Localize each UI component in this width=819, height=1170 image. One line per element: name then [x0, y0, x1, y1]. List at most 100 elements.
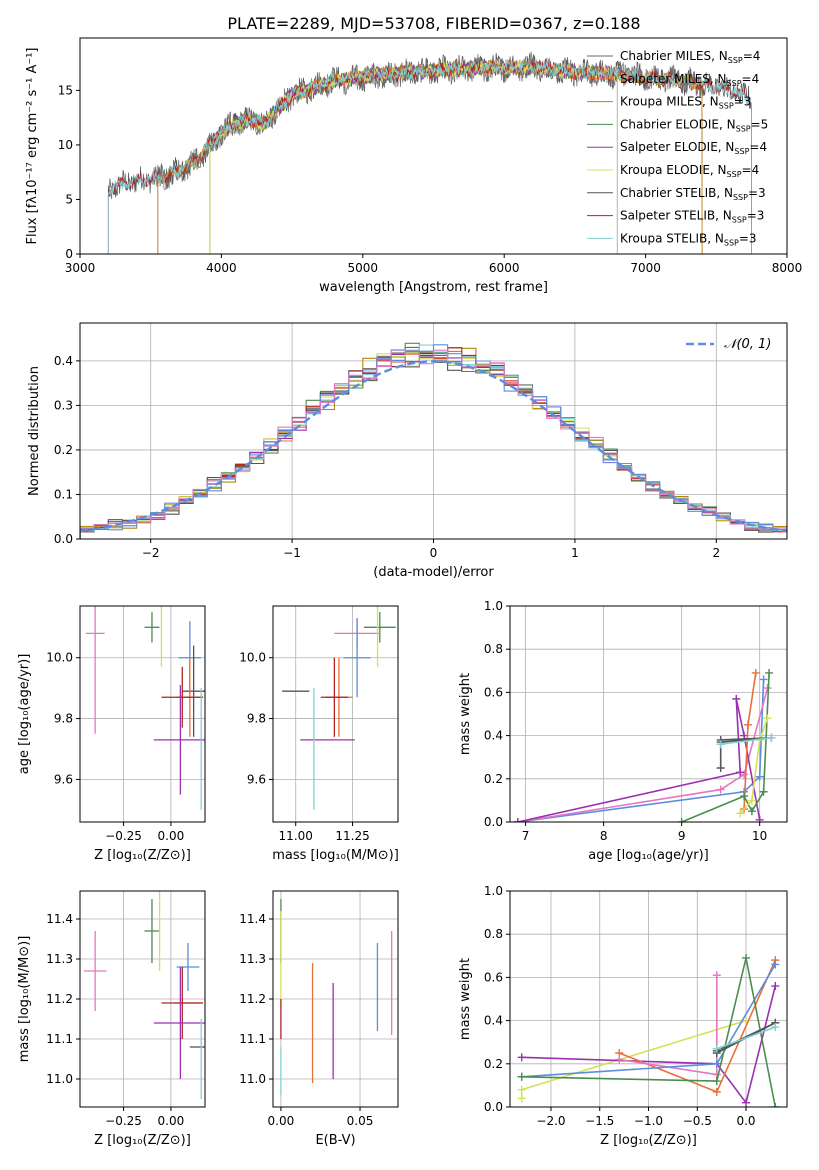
plus-marker — [712, 1044, 721, 1053]
plus-marker — [747, 807, 756, 816]
panel-age_vs_Z: −0.25 0.00 9.6 9.8 10.0 Z [log₁₀(Z/Z⊙)] age [l… — [17, 605, 206, 863]
plot-area — [517, 953, 780, 1107]
plus-marker — [732, 694, 741, 703]
y-tick-label: 10 — [58, 138, 73, 152]
plus-marker — [517, 1085, 526, 1094]
plus-marker — [763, 714, 772, 723]
normal-curve — [80, 360, 787, 533]
x-tick-label: 0.00 — [158, 829, 185, 843]
x-tick-label: −0.5 — [683, 1114, 712, 1128]
plus-marker — [759, 675, 768, 684]
x-axis-label: wavelength [Angstrom, rest frame] — [319, 280, 548, 295]
y-tick-label: 0.0 — [54, 532, 73, 546]
x-tick-label: 4000 — [206, 261, 237, 275]
plus-marker — [517, 1053, 526, 1062]
y-tick-label: 0.4 — [484, 1014, 503, 1028]
x-axis-label: Z [log₁₀(Z/Z⊙)] — [94, 1133, 191, 1148]
panel-mass_vs_Z: −0.25 0.00 11.0 11.1 11.2 11.3 11.4 Z [log₁₀(Z/… — [17, 890, 206, 1148]
y-tick-label: 0.2 — [484, 772, 503, 786]
x-axis-label: Z [log₁₀(Z/Z⊙)] — [94, 848, 191, 863]
plot-area — [80, 342, 787, 539]
plus-marker — [771, 982, 780, 991]
histogram-step-pink — [80, 349, 787, 539]
plus-marker — [712, 1077, 721, 1086]
y-tick-label: 11.4 — [46, 912, 73, 926]
y-tick-label: 15 — [58, 83, 73, 97]
x-axis-label: mass [log₁₀(M/M⊙)] — [272, 848, 399, 863]
x-tick-label: −1.5 — [585, 1114, 614, 1128]
x-axis-label: Z [log₁₀(Z/Z⊙)] — [600, 1133, 697, 1148]
x-tick-label: −1.0 — [634, 1114, 663, 1128]
plus-marker — [736, 768, 745, 777]
spectrum-line-kroupa-elodie — [209, 58, 618, 254]
plot-area — [282, 606, 396, 810]
y-tick-label: 0.6 — [484, 970, 503, 984]
plot-area — [85, 606, 205, 810]
y-axis-label: mass weight — [458, 673, 473, 755]
spectrum-line-kroupa-stelib — [107, 59, 752, 254]
plus-marker — [740, 792, 749, 801]
panel-mass_vs_ebv: 0.00 0.05 11.0 11.1 11.2 11.3 11.4 E(B-V) — [239, 890, 399, 1148]
spectrum-line-chabrier-elodie — [209, 59, 618, 254]
y-tick-label: 1.0 — [484, 599, 503, 613]
plus-marker — [736, 809, 745, 818]
y-tick-label: 10.0 — [46, 651, 73, 665]
x-tick-label: 11.00 — [279, 829, 313, 843]
y-tick-label: 5 — [65, 192, 73, 206]
y-tick-label: 11.2 — [239, 992, 266, 1006]
plus-marker — [712, 1087, 721, 1096]
plus-marker — [743, 720, 752, 729]
plus-marker — [517, 1072, 526, 1081]
legend-entry: Chabrier MILES, NSSP=4 — [620, 49, 760, 65]
y-tick-label: 10.0 — [239, 651, 266, 665]
legend-entry: Chabrier ELODIE, NSSP=5 — [620, 117, 768, 133]
plus-marker — [755, 772, 764, 781]
plus-marker — [759, 787, 768, 796]
x-tick-label: 1 — [571, 546, 579, 560]
y-tick-label: 0.6 — [484, 685, 503, 699]
y-tick-label: 0 — [65, 247, 73, 261]
panel-spectrum: 3000 4000 5000 6000 7000 8000 0 5 10 15 wavelength… — [25, 37, 802, 295]
plot-area — [107, 51, 752, 254]
y-tick-label: 0.0 — [484, 1100, 503, 1114]
legend-entry: Salpeter STELIB, NSSP=3 — [620, 209, 764, 225]
y-tick-label: 0.8 — [484, 927, 503, 941]
axes-frame — [509, 890, 788, 1108]
y-axis-label: Normed distribution — [27, 366, 42, 496]
x-tick-label: 9 — [678, 829, 686, 843]
x-tick-label: 11.25 — [335, 829, 369, 843]
axes-frame — [79, 890, 206, 1108]
y-tick-label: 9.6 — [54, 772, 73, 786]
plus-marker — [751, 668, 760, 677]
x-tick-label: 0.05 — [347, 1114, 374, 1128]
x-axis-label: (data-model)/error — [373, 565, 494, 580]
x-tick-label: 2 — [712, 546, 720, 560]
y-tick-label: 0.1 — [54, 487, 73, 501]
axes-frame — [79, 605, 206, 823]
legend-entry: Salpeter ELODIE, NSSP=4 — [620, 140, 767, 156]
weight-line-kroupa-stelib — [716, 1026, 776, 1050]
x-tick-label: 3000 — [65, 261, 96, 275]
panel-weight_vs_age: 7 8 9 10 0.0 0.2 0.4 0.6 0.8 1.0 age [log₁₀(age/yr… — [458, 599, 788, 863]
plus-marker — [513, 818, 522, 822]
x-tick-label: 0.00 — [158, 1114, 185, 1128]
y-tick-label: 11.0 — [239, 1072, 266, 1086]
plus-marker — [712, 1059, 721, 1068]
panel-age_vs_mass: 11.00 11.25 9.6 9.8 10.0 mass [log₁₀(M/M⊙)] — [239, 605, 399, 863]
axes-frame — [79, 322, 788, 540]
panel-residuals: −2 −1 0 1 2 0.0 0.1 0.2 0.3 0.4 (data-model)/error… — [27, 322, 788, 580]
axes-frame — [272, 605, 399, 823]
y-tick-label: 11.0 — [46, 1072, 73, 1086]
y-tick-label: 1.0 — [484, 884, 503, 898]
y-tick-label: 11.1 — [239, 1032, 266, 1046]
weight-line-kroupa-stelib — [720, 737, 772, 745]
spectrum-line-kroupa-miles — [157, 58, 703, 254]
legend-entry: Kroupa ELODIE, NSSP=4 — [620, 163, 759, 179]
axes-frame — [79, 37, 788, 255]
x-tick-label: 7000 — [630, 261, 661, 275]
axes-frame — [272, 890, 399, 1108]
y-axis-label: mass [log₁₀(M/M⊙)] — [17, 936, 32, 1063]
y-tick-label: 11.2 — [46, 992, 73, 1006]
weight-line-chabrier-stelib — [719, 737, 772, 768]
x-tick-label: 5000 — [348, 261, 379, 275]
